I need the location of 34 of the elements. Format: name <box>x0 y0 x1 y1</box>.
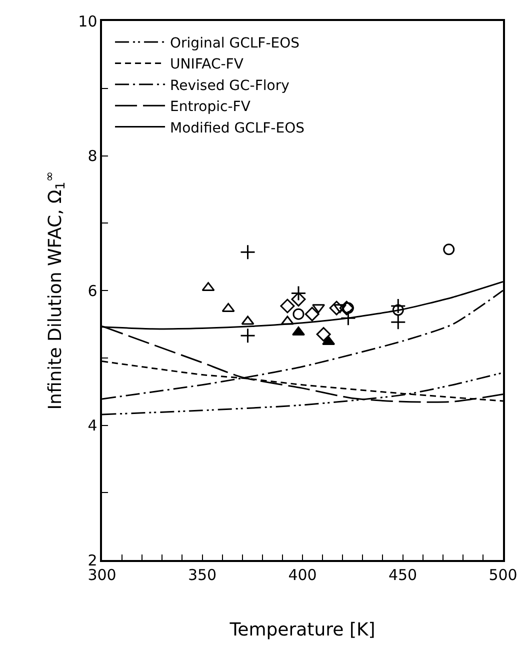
point <box>240 328 256 344</box>
y-tick-label: 6 <box>88 282 98 300</box>
point <box>240 244 256 260</box>
point <box>280 298 295 314</box>
legend-label: Revised GC-Flory <box>170 78 290 94</box>
point <box>443 244 455 256</box>
point <box>222 302 235 312</box>
x-tick-label: 350 <box>188 566 217 584</box>
point <box>340 310 356 326</box>
point <box>280 316 294 325</box>
x-tick-label: 400 <box>288 566 317 584</box>
x-tick-label: 500 <box>488 566 518 584</box>
point <box>202 282 215 292</box>
point <box>316 327 331 342</box>
point <box>390 314 406 330</box>
point <box>322 336 336 345</box>
point <box>329 300 344 316</box>
point <box>390 298 406 314</box>
point <box>392 304 404 316</box>
legend-label: UNIFAC-FV <box>170 56 244 73</box>
legend-label: Entropic-FV <box>170 99 251 116</box>
point <box>291 292 306 307</box>
y-tick-label: 8 <box>88 147 98 165</box>
x-axis-title: Temperature [K] <box>228 619 376 640</box>
point <box>339 300 354 316</box>
point <box>241 316 254 325</box>
x-tick-label: 450 <box>388 566 418 584</box>
y-tick-label: 4 <box>88 416 98 434</box>
point <box>290 285 306 301</box>
point <box>304 306 320 322</box>
y-tick-label: 10 <box>78 12 98 30</box>
point <box>292 308 304 320</box>
legend-label: Modified GCLF-EOS <box>170 120 305 136</box>
legend-label: Original GCLF-EOS <box>170 35 300 52</box>
